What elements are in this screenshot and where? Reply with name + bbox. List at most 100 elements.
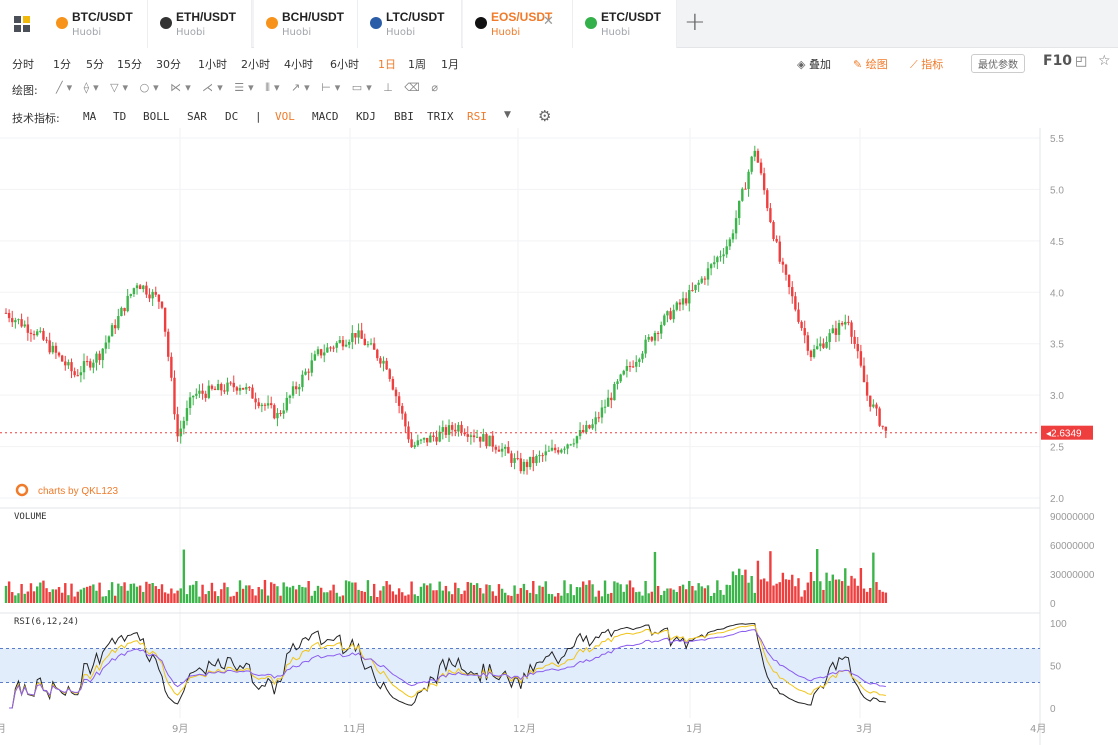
price-chart[interactable]: 5.5 5.0 4.5 4.0 3.5 3.0 2.5 2.0 ◂2.6349 charts by…	[0, 128, 1118, 745]
menu-grid-icon[interactable]	[0, 0, 44, 48]
volume-bar	[500, 588, 504, 603]
interval-button[interactable]: 15分	[117, 58, 142, 71]
volume-bar	[800, 596, 803, 603]
volume-bar	[850, 575, 853, 603]
candle-body	[413, 445, 416, 448]
candle-body	[104, 342, 108, 349]
candle-body	[117, 316, 120, 329]
indicator-kdj[interactable]: KDJ	[356, 110, 376, 123]
candle-body	[394, 389, 398, 397]
price-tick-label: 4.5	[1050, 237, 1064, 248]
add-tab-button[interactable]: +	[684, 7, 706, 37]
interval-button[interactable]: 分时	[12, 58, 34, 71]
candle-body	[862, 365, 866, 383]
candle-body	[379, 358, 382, 364]
volume-bar	[273, 583, 276, 603]
indicator-rsi[interactable]: RSI	[467, 110, 487, 123]
candle-body	[235, 387, 239, 391]
volume-bar	[553, 596, 557, 603]
candle-body	[210, 385, 214, 389]
volume-bar	[319, 587, 323, 603]
tab-eth[interactable]: ETH/USDT Huobi	[148, 0, 252, 48]
gear-icon[interactable]: ⚙	[538, 107, 552, 125]
drawing-tools-icons[interactable]: ╱▾ ⟠▾ ▽▾ ○▾ ⋉▾ ⋌▾ ☰▾ ⦀▾ ↗▾ ⊢▾ ▭▾ ⊥ ⌫ ⌀	[56, 81, 442, 94]
interval-button[interactable]: 1日	[378, 58, 396, 71]
volume-bar	[647, 593, 650, 603]
last-price-tag	[1041, 425, 1093, 440]
interval-button[interactable]: 6小时	[330, 58, 359, 71]
tab-eos[interactable]: EOS/USDT Huobi ✕	[463, 0, 573, 48]
tab-bch[interactable]: BCH/USDT Huobi	[254, 0, 358, 48]
interval-button[interactable]: 1周	[408, 58, 426, 71]
volume-bar	[719, 590, 722, 603]
volume-tick-label: 90000000	[1050, 512, 1095, 523]
candle-body	[397, 396, 401, 406]
indicator-button[interactable]: ⟋ 指标	[910, 58, 944, 71]
volume-bar	[631, 587, 635, 603]
watermark-label: charts by QKL123	[38, 486, 118, 497]
volume-bar	[176, 590, 179, 603]
chevron-down-icon[interactable]: ▼	[504, 110, 511, 120]
price-tick-label: 5.0	[1050, 185, 1064, 196]
interval-button[interactable]: 5分	[86, 58, 104, 71]
candle-body	[631, 366, 635, 368]
volume-bar	[313, 590, 317, 603]
tab-ltc[interactable]: LTC/USDT Huobi	[358, 0, 462, 48]
interval-button[interactable]: 1月	[441, 58, 459, 71]
indicator-sar[interactable]: SAR	[187, 110, 207, 123]
fullscreen-icon[interactable]: ◰	[1075, 54, 1088, 69]
close-icon[interactable]: ✕	[543, 14, 554, 29]
volume-bar	[282, 582, 285, 603]
f10-button[interactable]: F10	[1043, 53, 1073, 69]
candle-body	[716, 257, 719, 263]
candle-body	[806, 335, 810, 351]
tab-exchange-label: Huobi	[176, 27, 206, 38]
optimal-params-button[interactable]: 最优参数	[971, 54, 1025, 73]
candle-body	[772, 222, 775, 239]
volume-title: VOLUME	[14, 512, 47, 522]
volume-bar	[613, 581, 616, 603]
candle-body	[538, 455, 541, 457]
candle-body	[828, 333, 831, 342]
volume-bar	[844, 568, 847, 603]
indicator-ma[interactable]: MA	[83, 110, 97, 123]
star-icon[interactable]: ☆	[1098, 53, 1111, 69]
volume-bar	[145, 581, 148, 603]
candle-body	[304, 371, 307, 375]
candle-body	[797, 309, 800, 322]
volume-bar	[812, 581, 816, 603]
indicator-trix[interactable]: TRIX	[427, 110, 454, 123]
interval-button[interactable]: 1分	[53, 58, 71, 71]
interval-button[interactable]: 2小时	[241, 58, 270, 71]
candle-body	[391, 378, 395, 390]
volume-tick-label: 60000000	[1050, 541, 1095, 552]
volume-tick-label: 30000000	[1050, 570, 1095, 581]
overlay-button[interactable]: ◈ 叠加	[797, 58, 831, 71]
volume-bar	[48, 592, 51, 603]
interval-button[interactable]: 4小时	[284, 58, 313, 71]
volume-bar	[544, 581, 547, 603]
volume-bar	[410, 581, 413, 603]
interval-toolbar: 分时 1分 5分 15分 30分 1小时 2小时 4小时 6小时 1日 1周 1月	[0, 52, 1118, 74]
volume-bar	[301, 586, 304, 603]
interval-button[interactable]: 1小时	[198, 58, 227, 71]
volume-bar	[847, 585, 850, 603]
indicator-vol[interactable]: VOL	[275, 110, 295, 123]
candle-body	[541, 455, 544, 457]
tab-etc[interactable]: ETC/USDT Huobi	[573, 0, 677, 48]
indicator-td[interactable]: TD	[113, 110, 127, 123]
indicator-boll[interactable]: BOLL	[143, 110, 170, 123]
indicator-bbi[interactable]: BBI	[394, 110, 414, 123]
indicator-macd[interactable]: MACD	[312, 110, 339, 123]
interval-button[interactable]: 30分	[156, 58, 181, 71]
candle-body	[432, 435, 435, 438]
indicator-dc[interactable]: DC	[225, 110, 239, 123]
volume-bar	[603, 580, 607, 603]
volume-bar	[188, 585, 192, 603]
volume-bar	[79, 589, 83, 603]
candle-body	[809, 350, 813, 358]
volume-bar	[528, 592, 532, 603]
tab-btc[interactable]: BTC/USDT Huobi	[44, 0, 148, 48]
volume-bar	[170, 588, 173, 603]
draw-button[interactable]: ✎ 绘图	[853, 58, 888, 71]
